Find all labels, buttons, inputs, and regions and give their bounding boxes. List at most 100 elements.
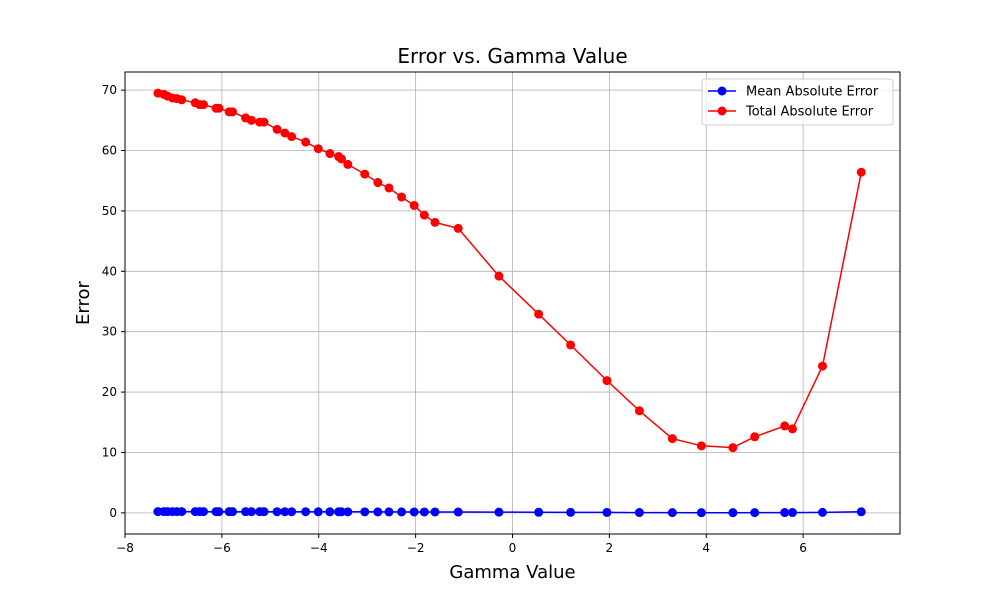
data-point-total-absolute-error bbox=[325, 149, 335, 159]
x-tick-label: 0 bbox=[509, 541, 517, 555]
data-point-mean-absolute-error bbox=[419, 507, 429, 517]
legend-marker-total-absolute-error bbox=[717, 106, 727, 116]
x-tick-label: −4 bbox=[310, 541, 328, 555]
y-tick-label: 20 bbox=[102, 385, 117, 399]
data-point-total-absolute-error bbox=[397, 192, 407, 202]
data-point-total-absolute-error bbox=[780, 421, 790, 431]
data-point-mean-absolute-error bbox=[750, 508, 760, 518]
data-point-mean-absolute-error bbox=[198, 507, 208, 517]
data-point-total-absolute-error bbox=[287, 132, 297, 142]
data-point-total-absolute-error bbox=[750, 432, 760, 442]
y-tick-label: 10 bbox=[102, 445, 117, 459]
data-point-mean-absolute-error bbox=[228, 507, 238, 517]
data-point-mean-absolute-error bbox=[177, 507, 187, 517]
data-point-total-absolute-error bbox=[696, 441, 706, 451]
data-point-total-absolute-error bbox=[360, 169, 370, 179]
x-tick-label: 6 bbox=[799, 541, 807, 555]
data-point-mean-absolute-error bbox=[602, 507, 612, 517]
data-point-total-absolute-error bbox=[343, 159, 353, 169]
data-point-mean-absolute-error bbox=[301, 507, 311, 517]
series-total-absolute-error bbox=[153, 88, 866, 453]
data-point-total-absolute-error bbox=[246, 115, 256, 125]
legend-box bbox=[701, 78, 894, 126]
data-point-mean-absolute-error bbox=[343, 507, 353, 517]
data-point-total-absolute-error bbox=[259, 117, 269, 127]
data-point-mean-absolute-error bbox=[325, 507, 335, 517]
data-point-total-absolute-error bbox=[177, 95, 187, 105]
data-point-mean-absolute-error bbox=[728, 508, 738, 518]
y-tick-label: 0 bbox=[109, 506, 117, 520]
data-point-mean-absolute-error bbox=[373, 507, 383, 517]
data-point-mean-absolute-error bbox=[818, 507, 827, 517]
data-point-mean-absolute-error bbox=[634, 508, 644, 518]
data-point-total-absolute-error bbox=[494, 271, 504, 281]
y-tick-label: 30 bbox=[102, 325, 117, 339]
legend-marker-mean-absolute-error bbox=[717, 86, 727, 96]
data-point-total-absolute-error bbox=[602, 376, 612, 386]
data-point-total-absolute-error bbox=[280, 128, 290, 138]
data-point-total-absolute-error bbox=[409, 200, 419, 210]
data-point-total-absolute-error bbox=[856, 167, 866, 177]
data-point-total-absolute-error bbox=[272, 124, 282, 134]
data-point-mean-absolute-error bbox=[246, 507, 256, 517]
data-point-mean-absolute-error bbox=[696, 508, 706, 518]
data-point-mean-absolute-error bbox=[667, 508, 677, 518]
data-point-mean-absolute-error bbox=[787, 508, 797, 518]
data-point-mean-absolute-error bbox=[259, 507, 269, 517]
data-point-mean-absolute-error bbox=[494, 507, 504, 517]
data-point-mean-absolute-error bbox=[453, 507, 463, 517]
data-point-total-absolute-error bbox=[384, 183, 394, 193]
data-point-total-absolute-error bbox=[337, 154, 347, 164]
data-point-total-absolute-error bbox=[787, 424, 797, 434]
data-point-mean-absolute-error bbox=[566, 507, 576, 517]
y-axis-label: Error bbox=[73, 280, 94, 324]
data-point-mean-absolute-error bbox=[856, 507, 866, 517]
data-point-mean-absolute-error bbox=[384, 507, 394, 517]
data-point-total-absolute-error bbox=[728, 443, 738, 453]
data-point-total-absolute-error bbox=[453, 223, 463, 233]
data-point-mean-absolute-error bbox=[397, 507, 407, 517]
data-point-total-absolute-error bbox=[301, 137, 311, 147]
data-point-total-absolute-error bbox=[419, 210, 429, 220]
data-point-mean-absolute-error bbox=[534, 507, 544, 517]
data-point-mean-absolute-error bbox=[272, 507, 282, 517]
data-point-mean-absolute-error bbox=[313, 507, 323, 517]
legend-label-total-absolute-error: Total Absolute Error bbox=[745, 105, 874, 120]
data-point-total-absolute-error bbox=[534, 309, 544, 319]
data-point-total-absolute-error bbox=[430, 217, 440, 227]
series-layer bbox=[153, 88, 866, 518]
x-tick-label: 2 bbox=[606, 541, 614, 555]
chart-title: Error vs. Gamma Value bbox=[397, 44, 627, 68]
x-tick-label: 4 bbox=[702, 541, 710, 555]
data-point-total-absolute-error bbox=[214, 103, 224, 113]
data-point-total-absolute-error bbox=[566, 340, 576, 350]
y-tick-label: 60 bbox=[102, 144, 117, 158]
y-tick-label: 40 bbox=[102, 264, 117, 278]
data-point-total-absolute-error bbox=[198, 100, 208, 110]
x-tick-label: −6 bbox=[213, 541, 231, 555]
data-point-total-absolute-error bbox=[313, 144, 323, 154]
y-tick-label: 70 bbox=[102, 83, 117, 97]
data-point-mean-absolute-error bbox=[409, 507, 419, 517]
data-point-total-absolute-error bbox=[818, 361, 827, 371]
data-point-total-absolute-error bbox=[634, 406, 644, 416]
series-mean-absolute-error bbox=[153, 507, 866, 518]
legend-label-mean-absolute-error: Mean Absolute Error bbox=[746, 85, 879, 100]
data-point-total-absolute-error bbox=[228, 107, 238, 117]
data-point-mean-absolute-error bbox=[430, 507, 440, 517]
x-tick-label: −2 bbox=[407, 541, 425, 555]
x-tick-label: −8 bbox=[116, 541, 134, 555]
data-point-mean-absolute-error bbox=[280, 507, 290, 517]
data-point-mean-absolute-error bbox=[337, 507, 347, 517]
data-point-mean-absolute-error bbox=[360, 507, 370, 517]
data-point-total-absolute-error bbox=[667, 434, 677, 444]
y-tick-label: 50 bbox=[102, 204, 117, 218]
data-point-mean-absolute-error bbox=[214, 507, 224, 517]
data-point-total-absolute-error bbox=[373, 178, 383, 188]
data-point-mean-absolute-error bbox=[287, 507, 297, 517]
x-axis-label: Gamma Value bbox=[449, 562, 575, 583]
legend: Mean Absolute Error Total Absolute Error bbox=[701, 78, 894, 126]
